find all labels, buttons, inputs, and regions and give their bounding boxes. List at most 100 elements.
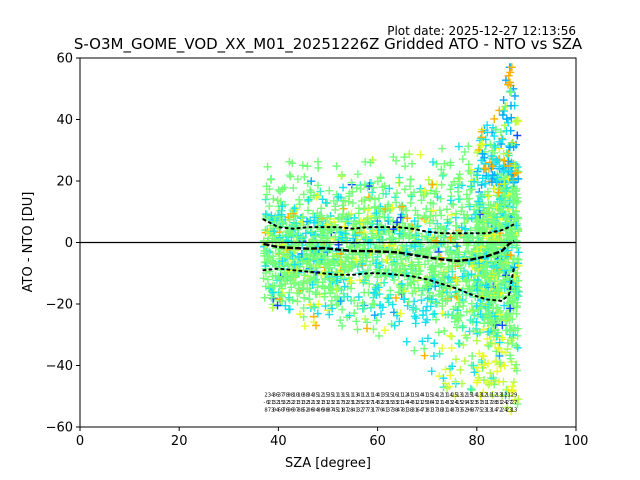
scatter-point — [380, 181, 389, 190]
scatter-point — [325, 282, 334, 291]
scatter-point — [289, 259, 298, 268]
scatter-point — [403, 214, 412, 223]
scatter-point — [472, 215, 481, 224]
scatter-point — [487, 239, 496, 248]
scatter-point — [488, 390, 497, 399]
scatter-point — [406, 182, 415, 191]
scatter-point — [372, 316, 381, 325]
scatter-point — [512, 360, 521, 369]
scatter-point — [488, 246, 497, 255]
stat-label: 33 — [446, 400, 453, 406]
scatter-point — [462, 277, 471, 286]
scatter-point — [318, 278, 327, 287]
scatter-point — [480, 361, 489, 370]
scatter-point — [474, 197, 483, 206]
scatter-point — [479, 262, 488, 271]
scatter-point — [457, 223, 466, 232]
scatter-point — [385, 245, 394, 254]
x-tick-label: 80 — [469, 434, 486, 449]
stat-label: 47 — [397, 408, 404, 414]
scatter-point — [310, 303, 319, 312]
scatter-point — [265, 202, 274, 211]
scatter-point — [384, 227, 393, 236]
scatter-point — [468, 352, 477, 361]
scatter-point — [495, 351, 504, 360]
scatter-point — [494, 188, 503, 197]
scatter-point — [277, 281, 286, 290]
scatter-point — [300, 293, 309, 302]
scatter-point — [268, 303, 277, 312]
scatter-point — [510, 323, 519, 332]
stat-label: 17 — [337, 400, 344, 406]
stat-label: 34 — [307, 392, 314, 398]
scatter-point — [495, 338, 504, 347]
scatter-point — [305, 295, 314, 304]
scatter-point — [498, 391, 507, 400]
scatter-point — [467, 299, 476, 308]
x-axis-ticks: 0 20 40 60 80 100 — [76, 427, 589, 449]
x-tick-label: 100 — [564, 434, 589, 449]
scatter-point — [454, 290, 463, 299]
stat-label: 04 — [312, 408, 319, 414]
y-tick-label: −60 — [46, 421, 73, 436]
scatter-point — [344, 254, 353, 263]
scatter-point — [452, 248, 461, 257]
scatter-point — [377, 257, 386, 266]
scatter-point — [421, 213, 430, 222]
scatter-point — [433, 299, 442, 308]
scatter-point — [354, 204, 363, 213]
stat-label: 14 — [402, 400, 409, 406]
scatter-point — [388, 203, 397, 212]
scatter-point — [508, 387, 517, 396]
scatter-point — [259, 274, 268, 283]
scatter-point — [487, 178, 496, 187]
scatter-point — [510, 263, 519, 272]
scatter-point — [506, 166, 515, 175]
stat-label: 15 — [278, 400, 285, 406]
scatter-point — [470, 276, 479, 285]
stat-label: 14 — [491, 408, 498, 414]
scatter-point — [366, 261, 375, 270]
scatter-point — [352, 255, 361, 264]
scatter-point — [484, 300, 493, 309]
scatter-point — [375, 212, 384, 221]
stat-label: 27 — [511, 400, 518, 406]
scatter-point — [308, 280, 317, 289]
y-tick-label: 20 — [56, 175, 73, 190]
scatter-point — [447, 311, 456, 320]
scatter-point — [405, 150, 414, 159]
scatter-point — [363, 218, 372, 227]
scatter-point — [429, 199, 438, 208]
scatter-point — [363, 266, 372, 275]
scatter-point — [460, 219, 469, 228]
scatter-point — [505, 143, 514, 152]
scatter-point — [340, 222, 349, 231]
scatter-point — [394, 288, 403, 297]
scatter-point — [438, 144, 447, 153]
scatter-point — [406, 175, 415, 184]
scatter-point — [278, 218, 287, 227]
stat-label: 07 — [292, 408, 299, 414]
scatter-point — [400, 295, 409, 304]
stat-label: 41 — [382, 408, 389, 414]
scatter-point — [495, 268, 504, 277]
scatter-point — [367, 229, 376, 238]
scatter-point — [497, 194, 506, 203]
scatter-point — [454, 195, 463, 204]
stat-label: 86 — [317, 408, 324, 414]
scatter-point — [473, 363, 482, 372]
scatter-point — [512, 117, 521, 126]
scatter-point — [466, 185, 475, 194]
scatter-point — [512, 366, 521, 375]
scatter-point — [281, 301, 290, 310]
scatter-point — [353, 170, 362, 179]
scatter-point — [504, 118, 513, 127]
scatter-point — [410, 217, 419, 226]
scatter-point — [483, 128, 492, 137]
scatter-point — [443, 297, 452, 306]
scatter-point — [462, 307, 471, 316]
scatter-point — [438, 171, 447, 180]
scatter-point — [403, 301, 412, 310]
scatter-point — [500, 200, 509, 209]
stat-label: 33 — [392, 400, 399, 406]
